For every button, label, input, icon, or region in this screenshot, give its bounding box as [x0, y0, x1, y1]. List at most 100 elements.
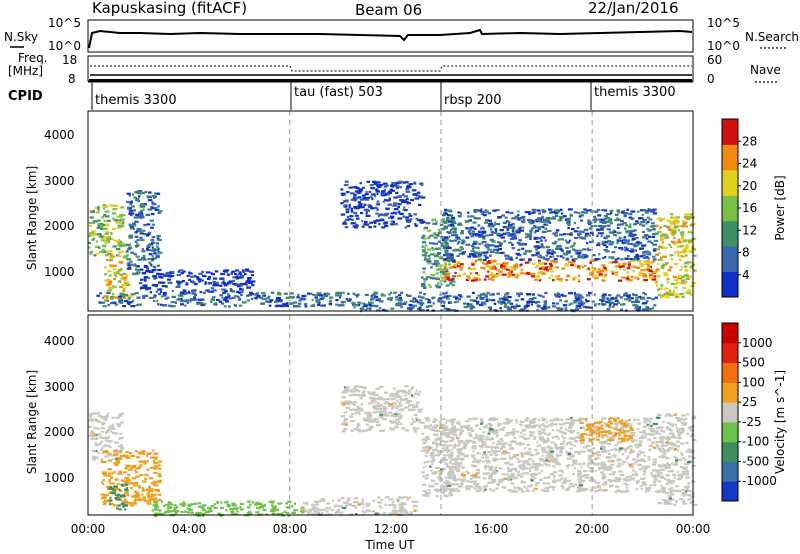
power-echo-cell — [488, 298, 492, 301]
power-echo-cell — [610, 270, 615, 273]
power-echo-cell — [533, 231, 537, 234]
velocity-echo-cell — [525, 459, 529, 462]
power-echo-cell — [466, 275, 471, 278]
power-echo-cell — [646, 228, 650, 231]
power-echo-cell — [623, 292, 628, 296]
power-echo-cell — [586, 242, 589, 245]
power-echo-cell — [577, 234, 580, 237]
velocity-echo-cell — [154, 456, 157, 459]
power-echo-cell — [555, 229, 560, 232]
power-echo-cell — [398, 297, 402, 300]
velocity-echo-cell — [647, 458, 651, 461]
power-echo-cell — [343, 200, 346, 203]
velocity-echo-cell — [124, 508, 127, 511]
power-echo-cell — [345, 298, 348, 301]
velocity-echo-cell — [421, 432, 424, 435]
velocity-echo-cell — [604, 465, 607, 468]
power-echo-cell — [459, 212, 462, 215]
power-echo-cell — [368, 226, 372, 229]
power-echo-cell — [201, 274, 207, 278]
power-echo-cell — [639, 223, 643, 226]
power-echo-cell — [587, 249, 592, 252]
velocity-echo-cell — [134, 496, 138, 499]
power-echo-cell — [643, 279, 648, 282]
power-echo-cell — [631, 293, 635, 296]
velocity-echo-cell — [166, 506, 172, 510]
velocity-echo-cell — [414, 430, 418, 433]
power-echo-cell — [151, 258, 154, 261]
power-echo-cell — [95, 252, 99, 255]
power-echo-cell — [179, 291, 185, 294]
power-echo-cell — [103, 207, 106, 210]
power-echo-cell — [685, 277, 691, 280]
power-echo-cell — [128, 236, 134, 239]
power-echo-cell — [370, 295, 374, 298]
power-echo-cell — [673, 236, 676, 239]
velocity-echo-cell — [133, 500, 136, 503]
power-echo-cell — [240, 283, 245, 286]
power-echo-cell — [224, 269, 229, 272]
power-echo-cell — [176, 273, 181, 277]
power-echo-cell — [552, 302, 555, 305]
velocity-echo-cell — [583, 474, 586, 477]
power-echo-cell — [445, 291, 448, 294]
velocity-echo-cell — [515, 430, 520, 433]
velocity-echo-cell — [346, 400, 352, 403]
power-echo-cell — [609, 298, 612, 301]
power-echo-cell — [509, 258, 513, 261]
power-echo-cell — [677, 238, 681, 241]
power-echo-cell — [240, 284, 243, 287]
velocity-echo-cell — [608, 465, 613, 468]
power-echo-cell — [626, 295, 631, 298]
power-echo-cell — [532, 262, 536, 266]
power-echo-cell — [446, 276, 451, 279]
power-echo-cell — [103, 236, 108, 239]
velocity-echo-cell — [383, 405, 386, 408]
power-echo-cell — [497, 270, 503, 273]
power-echo-cell — [658, 252, 661, 255]
power-echo-cell — [472, 299, 477, 302]
power-echo-cell — [448, 279, 451, 282]
velocity-echo-cell — [111, 423, 114, 426]
power-colorbar-segment — [722, 119, 738, 145]
velocity-echo-cell — [378, 398, 382, 401]
power-echo-cell — [171, 289, 174, 292]
power-echo-cell — [347, 299, 351, 303]
velocity-echo-cell — [428, 491, 432, 494]
velocity-echo-cell — [150, 495, 155, 498]
velocity-echo-cell — [102, 483, 105, 486]
power-echo-cell — [251, 284, 255, 287]
velocity-echo-cell — [546, 487, 550, 490]
power-echo-cell — [658, 294, 661, 297]
velocity-echo-cell — [198, 502, 202, 505]
power-echo-cell — [442, 296, 446, 299]
velocity-echo-cell — [600, 471, 604, 474]
power-echo-cell — [165, 272, 170, 275]
power-echo-cell — [158, 210, 163, 213]
power-echo-cell — [474, 259, 478, 262]
power-echo-cell — [515, 273, 521, 276]
power-echo-cell — [552, 216, 556, 219]
power-echo-cell — [247, 293, 252, 297]
velocity-echo-cell — [407, 392, 411, 395]
velocity-echo-cell — [346, 498, 350, 501]
noise-tick-right-bottom: 10^0 — [707, 39, 740, 53]
power-echo-cell — [536, 217, 541, 220]
velocity-echo-cell — [157, 489, 160, 492]
power-echo-cell — [622, 210, 626, 213]
power-echo-cell — [128, 246, 132, 249]
velocity-echo-cell — [135, 450, 138, 453]
power-echo-cell — [125, 283, 131, 286]
power-echo-cell — [601, 295, 606, 298]
cpid-mode-1: tau (fast) 503 — [294, 85, 383, 100]
power-echo-cell — [486, 291, 490, 295]
velocity-echo-cell — [96, 420, 101, 423]
power-echo-cell — [110, 237, 114, 240]
velocity-echo-cell — [588, 459, 592, 462]
power-echo-cell — [471, 268, 476, 271]
power-echo-cell — [669, 231, 674, 234]
power-echo-cell — [472, 221, 477, 224]
power-echo-cell — [463, 306, 468, 309]
velocity-echo-cell — [364, 412, 369, 415]
velocity-echo-cell — [493, 432, 498, 435]
